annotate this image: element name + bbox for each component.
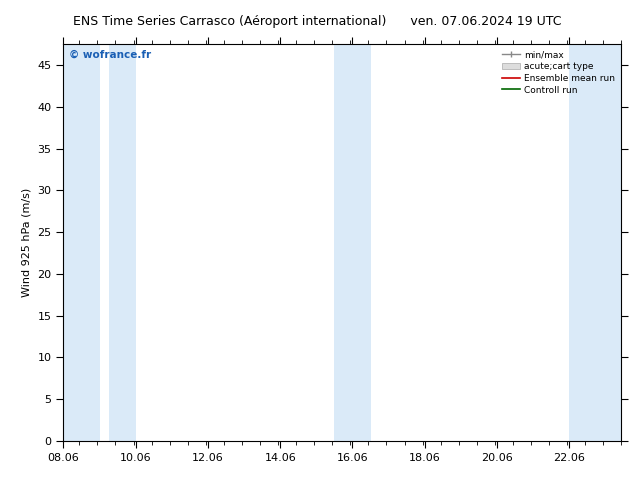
Y-axis label: Wind 925 hPa (m/s): Wind 925 hPa (m/s) [22, 188, 32, 297]
Legend: min/max, acute;cart type, Ensemble mean run, Controll run: min/max, acute;cart type, Ensemble mean … [500, 49, 617, 97]
Bar [569, 44, 621, 441]
Bar [108, 44, 136, 441]
Text: © wofrance.fr: © wofrance.fr [69, 50, 151, 60]
Bar [334, 44, 370, 441]
Text: ENS Time Series Carrasco (Aéroport international)      ven. 07.06.2024 19 UTC: ENS Time Series Carrasco (Aéroport inter… [73, 15, 561, 28]
Bar [63, 44, 100, 441]
